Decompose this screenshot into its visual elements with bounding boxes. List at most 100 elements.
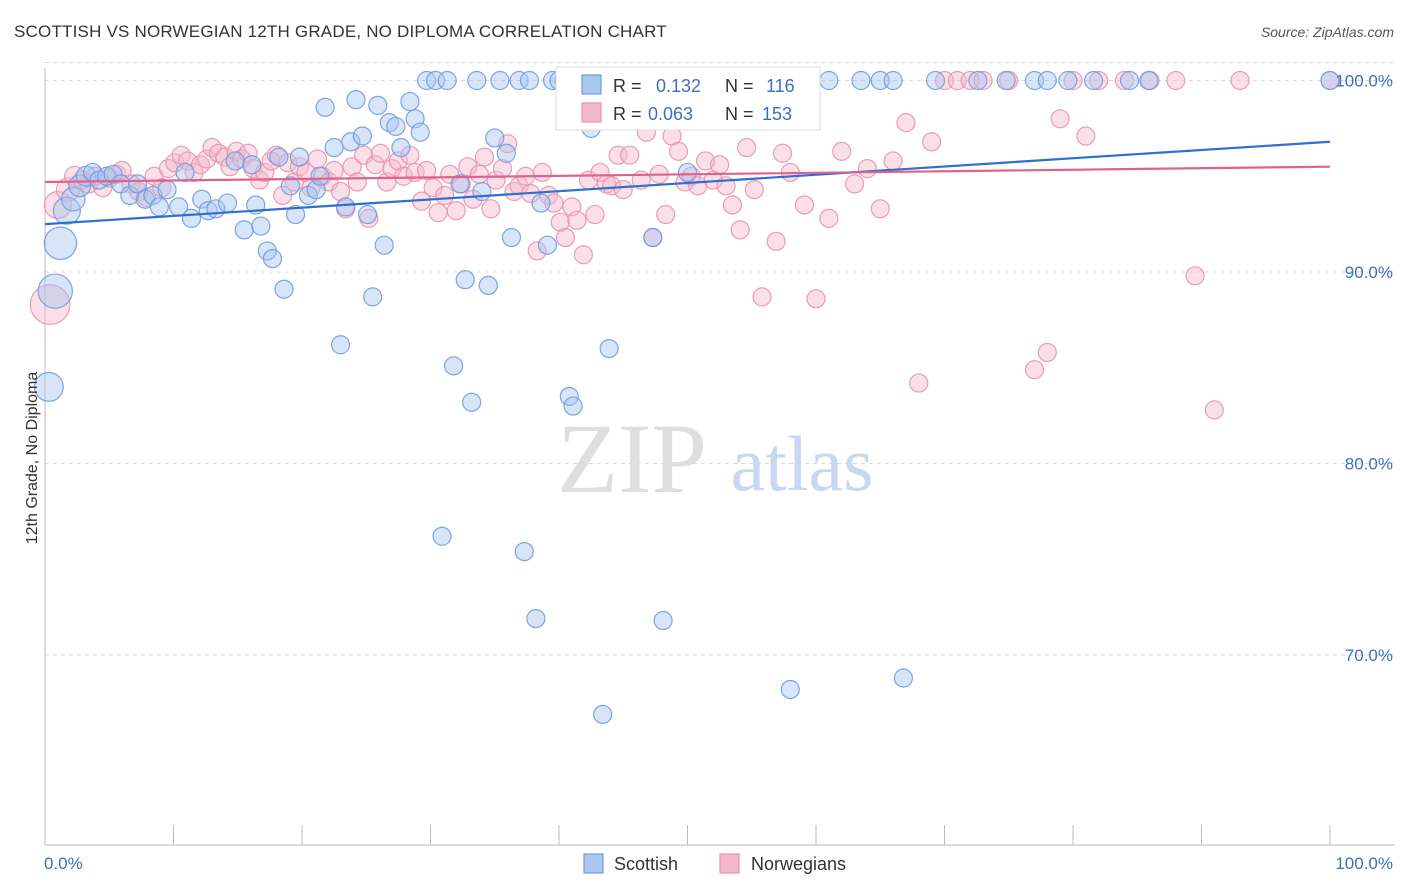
point-scottish-93 xyxy=(643,227,663,248)
series-norwegians xyxy=(29,70,1340,420)
point-scottish-74 xyxy=(519,70,540,91)
point-norwegians-107 xyxy=(695,151,716,171)
point-norwegians-60 xyxy=(417,160,437,181)
point-scottish-10 xyxy=(103,164,123,184)
point-norwegians-75 xyxy=(504,181,524,202)
point-scottish-101 xyxy=(780,679,800,700)
point-scottish-15 xyxy=(143,185,163,205)
point-norwegians-45 xyxy=(330,181,351,202)
point-norwegians-87 xyxy=(573,245,594,265)
point-scottish-24 xyxy=(217,193,238,213)
source-label: Source: ZipAtlas.com xyxy=(1260,24,1394,40)
legend-bottom-swatch-norwegians xyxy=(719,853,740,874)
point-scottish-29 xyxy=(251,216,271,236)
point-scottish-35 xyxy=(285,204,306,225)
point-norwegians-69 xyxy=(469,164,489,184)
point-scottish-1 xyxy=(37,273,73,309)
legend-n-value-scottish: 116 xyxy=(766,76,795,96)
point-scottish-49 xyxy=(368,95,388,115)
point-scottish-45 xyxy=(346,90,366,110)
point-norwegians-47 xyxy=(342,157,362,177)
point-scottish-2 xyxy=(43,226,78,261)
point-scottish-36 xyxy=(289,147,310,167)
point-scottish-82 xyxy=(563,396,583,416)
point-scottish-42 xyxy=(330,335,351,355)
y-axis-label: 12th Grade, No Diploma xyxy=(24,372,41,545)
point-scottish-41 xyxy=(324,137,344,158)
point-norwegians-65 xyxy=(446,201,466,221)
point-norwegians-94 xyxy=(613,180,633,200)
point-scottish-96 xyxy=(677,162,698,183)
point-norwegians-90 xyxy=(590,162,610,183)
point-scottish-33 xyxy=(274,279,294,299)
point-norwegians-67 xyxy=(458,157,478,177)
point-norwegians-71 xyxy=(481,199,501,219)
point-scottish-107 xyxy=(925,70,946,91)
point-scottish-13 xyxy=(127,174,148,194)
point-scottish-75 xyxy=(526,609,546,629)
legend-n-label-norwegians: N = xyxy=(725,104,754,124)
legend-bottom-swatch-scottish xyxy=(583,853,604,874)
point-scottish-115 xyxy=(1139,70,1159,91)
point-scottish-59 xyxy=(432,526,452,546)
legend-r-value-scottish: 0.132 xyxy=(656,76,701,96)
point-scottish-4 xyxy=(60,186,86,212)
point-scottish-61 xyxy=(444,356,464,376)
trendline-scottish xyxy=(44,140,1331,226)
point-scottish-31 xyxy=(262,248,283,269)
watermark-atlas: atlas xyxy=(731,420,874,507)
point-scottish-3 xyxy=(52,196,81,225)
legend-r-label-scottish: R = xyxy=(613,76,642,96)
y-tick-label-90: 90.0% xyxy=(1345,263,1393,282)
point-scottish-111 xyxy=(1037,70,1057,91)
point-norwegians-61 xyxy=(423,178,443,198)
point-scottish-43 xyxy=(336,197,356,217)
point-scottish-109 xyxy=(996,70,1016,91)
point-scottish-114 xyxy=(1119,70,1140,91)
point-norwegians-114 xyxy=(744,180,764,200)
point-scottish-44 xyxy=(341,132,361,152)
point-norwegians-123 xyxy=(819,208,839,228)
chart-title: SCOTTISH VS NORWEGIAN 12TH GRADE, NO DIP… xyxy=(14,22,667,41)
point-scottish-102 xyxy=(819,70,839,91)
point-scottish-60 xyxy=(437,70,457,91)
legend-bottom-label-scottish: Scottish xyxy=(614,854,678,874)
point-norwegians-105 xyxy=(681,166,701,186)
point-scottish-64 xyxy=(462,392,482,412)
point-norwegians-145 xyxy=(1166,70,1186,91)
point-norwegians-148 xyxy=(1230,70,1250,91)
point-scottish-63 xyxy=(455,270,475,290)
axes xyxy=(44,68,1395,846)
point-norwegians-131 xyxy=(922,132,942,152)
point-norwegians-80 xyxy=(532,162,552,183)
legend-top: R = 0.132 N = 116 R = 0.063 N = 153 xyxy=(555,66,821,131)
point-scottish-32 xyxy=(269,147,289,167)
trendlines xyxy=(44,140,1331,226)
point-scottish-37 xyxy=(298,185,319,205)
point-scottish-81 xyxy=(559,386,579,407)
point-scottish-25 xyxy=(225,151,245,171)
point-scottish-39 xyxy=(310,166,330,186)
legend-n-label-scottish: N = xyxy=(725,76,754,96)
legend-n-value-norwegians: 153 xyxy=(762,104,792,124)
point-scottish-34 xyxy=(280,176,301,196)
point-norwegians-147 xyxy=(1204,400,1224,420)
point-scottish-16 xyxy=(149,197,169,217)
y-tick-labels: 70.0% 80.0% 90.0% 100.0% xyxy=(1335,72,1393,666)
point-norwegians-93 xyxy=(608,145,628,165)
point-norwegians-0 xyxy=(29,284,71,325)
point-norwegians-138 xyxy=(1037,342,1057,363)
legend-r-label-norwegians: R = xyxy=(613,104,642,124)
point-scottish-94 xyxy=(653,610,673,631)
point-scottish-73 xyxy=(514,541,534,562)
point-norwegians-146 xyxy=(1185,266,1205,286)
point-scottish-58 xyxy=(426,70,446,91)
point-norwegians-124 xyxy=(832,141,852,161)
point-norwegians-113 xyxy=(737,137,757,158)
point-scottish-27 xyxy=(242,155,262,175)
point-scottish-66 xyxy=(472,181,492,202)
point-norwegians-79 xyxy=(527,241,547,261)
point-scottish-17 xyxy=(157,180,177,200)
point-scottish-106 xyxy=(893,668,913,688)
